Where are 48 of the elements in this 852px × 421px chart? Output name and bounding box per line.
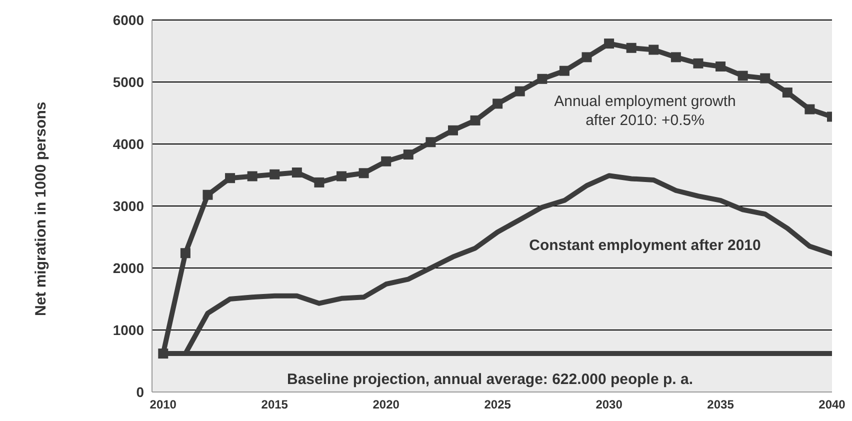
point	[336, 171, 347, 182]
point	[180, 248, 190, 258]
series-label: Constant employment after 2010	[528, 236, 762, 255]
x-tick-label: 2030	[596, 398, 623, 412]
point	[448, 125, 458, 136]
y-tick-label: 0	[136, 384, 144, 400]
point	[559, 66, 570, 76]
point	[604, 38, 614, 49]
point	[292, 168, 302, 178]
point	[314, 177, 324, 188]
point	[582, 52, 592, 62]
y-tick-label: 6000	[112, 12, 144, 28]
point	[804, 104, 815, 114]
point	[738, 70, 748, 81]
y-tick-label: 3000	[112, 198, 144, 214]
point	[626, 42, 636, 53]
series-label: Baseline projection, annual average: 622.000 people p. a.	[286, 370, 694, 389]
point	[514, 86, 525, 96]
y-tick-label: 4000	[112, 136, 144, 152]
y-tick-label: 5000	[112, 74, 144, 90]
point	[358, 168, 369, 178]
point	[225, 173, 236, 184]
point	[492, 98, 503, 109]
point	[782, 88, 792, 98]
y-tick-label: 2000	[112, 260, 144, 276]
point	[247, 171, 258, 182]
point	[716, 62, 726, 72]
point	[670, 52, 681, 62]
x-tick-label: 2040	[818, 398, 846, 412]
point	[426, 137, 436, 148]
x-tick-label: 2015	[261, 398, 288, 412]
point	[693, 58, 704, 68]
point	[470, 115, 480, 126]
x-tick-label: 2025	[484, 398, 512, 412]
point	[537, 74, 548, 84]
x-tick-label: 2020	[372, 398, 400, 412]
y-tick-label: 1000	[112, 322, 144, 338]
series-label: Annual employment growth after 2010: +0.5%	[553, 92, 737, 130]
point	[403, 150, 414, 160]
point	[270, 169, 280, 180]
point	[381, 156, 392, 166]
x-tick-label: 2010	[150, 398, 177, 412]
point	[648, 44, 659, 55]
x-tick-label: 2035	[707, 398, 734, 412]
y-axis-title: Net migration in 1000 persons	[32, 102, 50, 316]
point	[760, 73, 770, 84]
point	[202, 190, 213, 200]
point	[158, 348, 168, 359]
